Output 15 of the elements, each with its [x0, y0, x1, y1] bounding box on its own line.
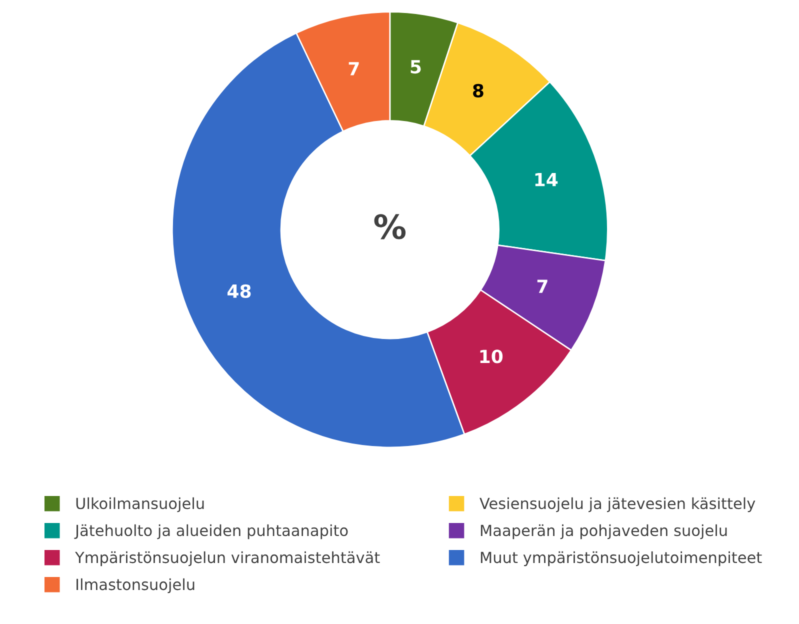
data-label: 5 — [410, 60, 421, 74]
legend-label: Ilmastonsuojelu — [76, 578, 194, 594]
legend-label: Ulkoilmansuojelu — [76, 497, 204, 512]
text: % — [374, 214, 406, 240]
legend-label: Vesiensuojelu ja jätevesien käsittely — [480, 497, 756, 512]
data-label: 48 — [228, 284, 251, 298]
legend-label: Jätehuolto ja alueiden puhtaanapito — [74, 524, 348, 540]
data-label: 14 — [535, 172, 558, 186]
legend-label: Muut ympäristönsuojelutoimenpiteet — [480, 551, 762, 566]
legend-label: Ympäristönsuojelun viranomaistehtävät — [75, 551, 380, 566]
data-label: 7 — [537, 280, 548, 293]
legend-label: Maaperän ja pohjaveden suojelu — [480, 524, 727, 540]
data-label: 7 — [348, 62, 359, 76]
data-label: 10 — [480, 350, 503, 364]
data-label: 8 — [473, 84, 484, 98]
